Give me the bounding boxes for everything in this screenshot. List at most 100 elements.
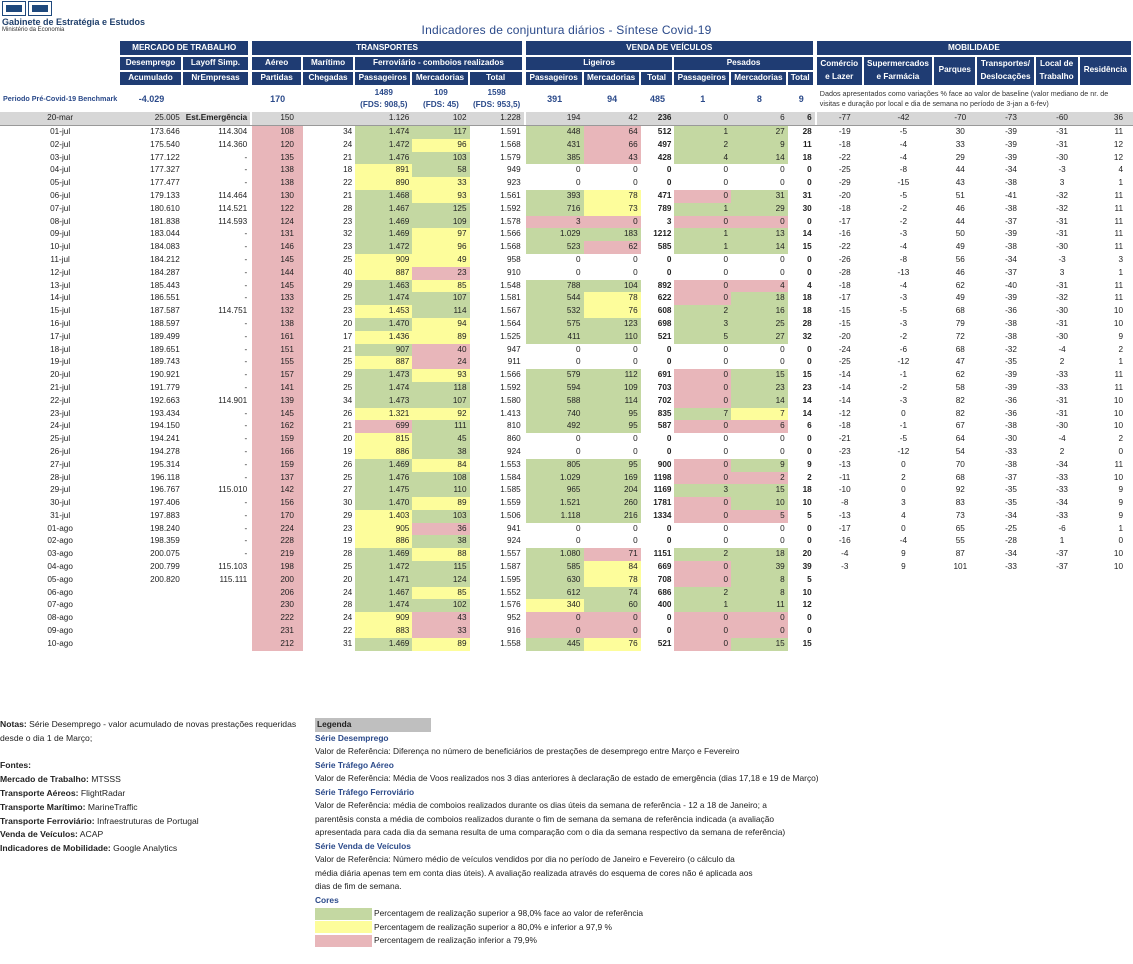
table-cell: 28 xyxy=(802,126,812,136)
table-cell: 5 xyxy=(674,330,732,344)
table-cell: 102 xyxy=(412,599,470,613)
table-cell: 114.360 xyxy=(218,139,248,149)
header-comercio-lazer: Comércio e Lazer xyxy=(816,57,864,87)
row-date: 31-jul xyxy=(50,510,71,520)
benchmark-aereo: 170 xyxy=(270,93,286,104)
table-cell: -41 xyxy=(1005,190,1017,200)
table-cell: 788 xyxy=(525,279,584,293)
col-header: Mercadorias xyxy=(412,71,470,87)
table-cell: 0 xyxy=(674,509,732,523)
table-cell: 0 xyxy=(674,497,732,510)
table-cell: 83 xyxy=(955,498,965,508)
table-cell: 42 xyxy=(583,112,641,126)
table-cell: -15 xyxy=(838,306,851,316)
table-cell: 18 xyxy=(731,292,788,306)
table-cell: 860 xyxy=(507,434,521,444)
table-cell: 1.557 xyxy=(500,549,521,559)
legend-ref-aereo: Valor de Referência: Média de Voos reali… xyxy=(315,773,819,783)
table-cell: 0 xyxy=(633,344,638,354)
table-cell: 11 xyxy=(1114,370,1124,380)
table-cell: 0 xyxy=(723,267,729,277)
table-cell: 1.564 xyxy=(500,318,521,328)
table-cell: -12 xyxy=(838,408,851,418)
table-cell: 2 xyxy=(1059,446,1065,456)
table-cell: 1.476 xyxy=(355,471,413,485)
table-cell: 103 xyxy=(412,151,470,165)
table-cell: 0 xyxy=(633,165,638,175)
row-date: 04-ago xyxy=(47,562,73,572)
table-cell: 0 xyxy=(633,536,638,546)
table-cell: 133 xyxy=(252,292,303,306)
notes-panel: Notas: Série Desemprego - valor acumulad… xyxy=(0,718,300,856)
table-cell: -12 xyxy=(897,446,910,456)
table-cell: -3 xyxy=(899,229,908,239)
table-cell: - xyxy=(244,344,248,354)
legend-color-item: Percentagem de realização inferior a 79,… xyxy=(315,934,915,948)
col-header: Total xyxy=(787,71,815,87)
table-cell: 84 xyxy=(583,561,641,574)
table-cell: 25 xyxy=(343,293,353,303)
table-row: 03-ago 200.075 -219 28 1.469 88 1.557 1.080 71 11… xyxy=(0,548,1133,562)
table-cell xyxy=(977,599,1035,612)
table-cell: -36 xyxy=(1005,395,1017,405)
table-cell: 16 xyxy=(731,305,788,318)
table-cell: 93 xyxy=(412,189,470,203)
table-cell xyxy=(1080,587,1133,600)
table-cell: 36 xyxy=(1079,112,1133,126)
table-cell: 23 xyxy=(343,216,353,226)
table-cell: 1334 xyxy=(653,510,672,520)
table-cell: 9 xyxy=(1118,485,1123,495)
table-cell: 25 xyxy=(343,357,353,367)
table-cell: 181.838 xyxy=(150,216,180,226)
table-cell: 7 xyxy=(674,407,732,421)
table-cell: 14 xyxy=(802,229,812,239)
table-cell: 0 xyxy=(723,523,729,533)
table-cell: 95 xyxy=(583,458,641,472)
table-cell: 194.241 xyxy=(150,434,180,444)
table-cell: 1.473 xyxy=(355,369,413,382)
table-cell: 18 xyxy=(802,306,812,316)
table-cell: - xyxy=(244,434,248,444)
table-cell: 170 xyxy=(252,509,303,523)
header-pesados: Pesados xyxy=(674,57,815,72)
table-cell: 0 xyxy=(723,344,729,354)
table-cell: 10 xyxy=(731,497,788,510)
table-cell: 9 xyxy=(1118,498,1123,508)
source-item: Transporte Ferroviário: Infraestruturas … xyxy=(0,815,199,826)
table-cell: 236 xyxy=(640,112,675,126)
table-cell xyxy=(120,638,183,651)
table-cell: 6 xyxy=(787,112,815,126)
table-row: 26-jul 194.278 -166 19 886 38 924 0 0 0 0 0 0 -23 -12 5… xyxy=(0,445,1133,459)
table-cell: 3 xyxy=(666,216,672,226)
table-cell: 43 xyxy=(583,151,641,165)
group-venda-veiculos: VENDA DE VEÍCULOS xyxy=(525,41,815,57)
table-cell: -37 xyxy=(1056,549,1068,559)
table-cell: 9 xyxy=(807,459,812,469)
table-cell: 62 xyxy=(583,241,641,254)
table-cell: 183 xyxy=(583,228,641,242)
legend-panel: Legenda Série Desemprego Valor de Referê… xyxy=(315,718,915,948)
table-cell: 887 xyxy=(355,356,413,370)
table-cell: 6 xyxy=(731,420,788,434)
benchmark-ligeiros-passageiros: 391 xyxy=(547,93,563,104)
table-cell: 145 xyxy=(252,407,303,421)
legend-series-aereo: Série Tráfego Aéreo xyxy=(315,759,394,770)
table-cell: -38 xyxy=(1005,203,1017,213)
row-date: 07-jul xyxy=(50,203,71,213)
table-cell: 385 xyxy=(525,151,584,165)
table-cell: -3 xyxy=(899,395,908,405)
col-header: Passageiros xyxy=(674,71,732,87)
table-cell: 703 xyxy=(657,382,672,392)
table-cell: 175.540 xyxy=(150,139,180,149)
table-cell: -31 xyxy=(1056,395,1068,405)
table-cell: 15 xyxy=(731,369,788,382)
table-row: 11-jul 184.212 -145 25 909 49 958 0 0 0 0 0 0 -26 -8 56… xyxy=(0,253,1133,267)
table-cell: 0 xyxy=(780,446,785,456)
table-cell: 23 xyxy=(802,382,812,392)
table-cell: 6 xyxy=(807,421,812,431)
table-cell: 189.499 xyxy=(150,331,180,341)
table-row: 15-jul 187.587 114.751 132 23 1.453 114 1.567 53… xyxy=(0,305,1133,318)
table-cell: 21 xyxy=(343,344,353,354)
table-cell: 0 xyxy=(666,523,672,533)
benchmark-ferro-passageiros: 1489 (FDS: 908,5) xyxy=(360,87,408,110)
